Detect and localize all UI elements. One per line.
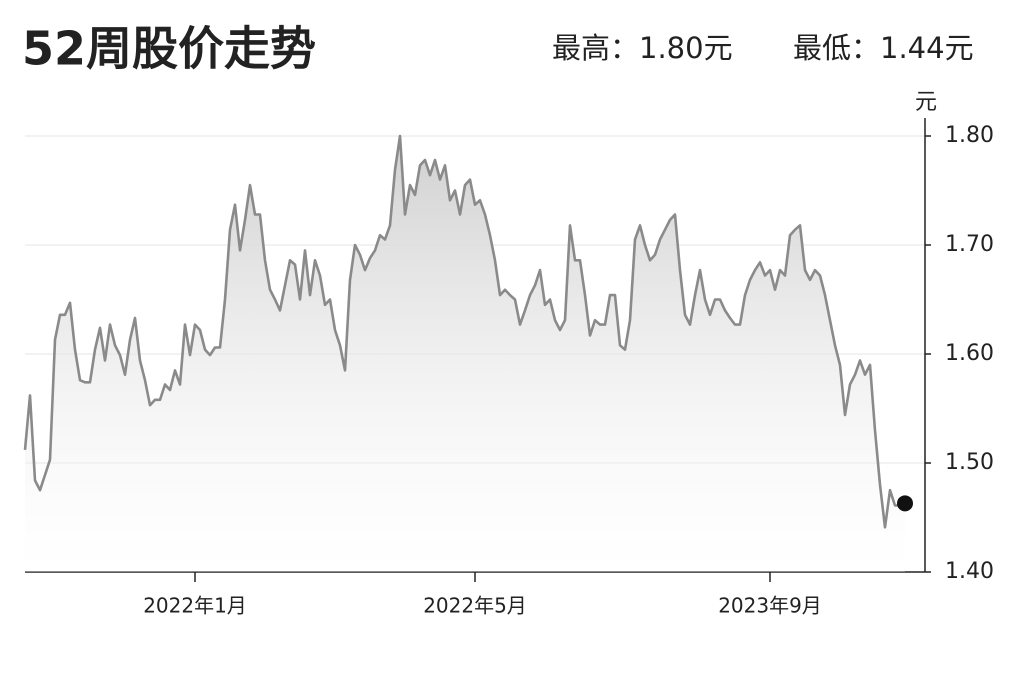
- annotation: 最高：1.80元: [552, 31, 733, 65]
- y-tick-label: 1.70: [945, 232, 994, 257]
- x-tick-label: 2023年9月: [718, 594, 822, 618]
- y-tick-label: 1.50: [945, 450, 994, 475]
- y-tick-label: 1.40: [945, 559, 994, 584]
- y-tick-label: 1.60: [945, 341, 994, 366]
- last-point: [897, 495, 913, 512]
- x-tick-label: 2022年1月: [143, 594, 247, 618]
- line: [23, 134, 906, 529]
- y-axis-label: 元: [915, 90, 937, 115]
- area: [25, 136, 905, 572]
- chart-title: 52周股价走势: [22, 22, 316, 76]
- annotation: 最低：1.44元: [793, 31, 974, 65]
- x-tick-label: 2022年5月: [423, 594, 527, 618]
- y-tick-label: 1.80: [945, 123, 994, 148]
